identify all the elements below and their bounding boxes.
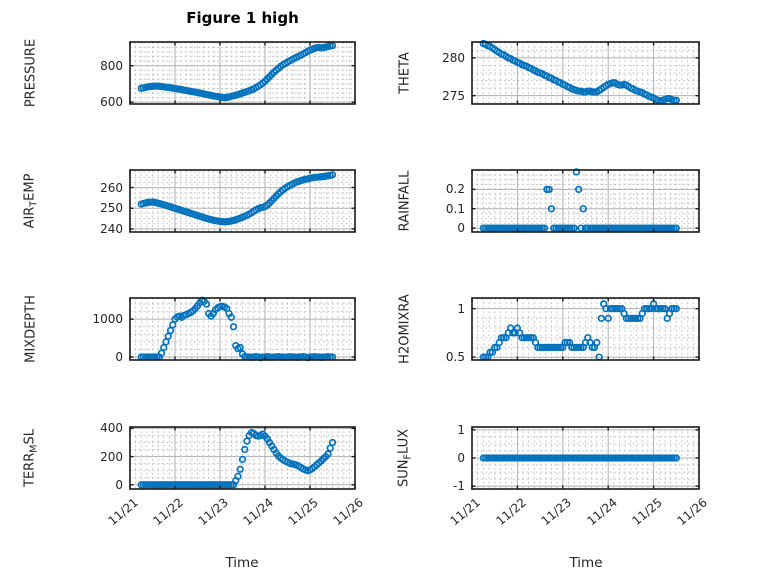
data-markers-PRESSURE <box>137 41 337 102</box>
y-tick-label: -1 <box>453 479 465 494</box>
y-tick-label: 0.5 <box>445 350 465 365</box>
y-tick-label: 0 <box>115 477 123 492</box>
y-tick-label: 200 <box>100 449 123 464</box>
y-tick-label: 1 <box>457 301 465 316</box>
major-grid <box>472 42 699 104</box>
x-axis-label-left: Time <box>225 555 259 571</box>
chart-svg-MIXDEPTH <box>129 296 356 362</box>
y-axis-label-MIXDEPTH: MIXDEPTH <box>23 295 39 363</box>
data-markers-H2OMIXRA <box>479 300 680 361</box>
chart-svg-TERR_MSL <box>129 426 356 490</box>
data-markers-THETA <box>479 39 680 105</box>
y-axis-label-THETA: THETA <box>397 52 413 94</box>
axes-frame <box>129 169 356 233</box>
subplot-theta <box>467 37 704 109</box>
y-tick-label: 1 <box>457 422 465 437</box>
chart-svg-RAINFALL <box>471 168 700 233</box>
x-tick-label: 11/24 <box>584 495 620 529</box>
x-tick-label: 11/23 <box>538 495 575 529</box>
x-tick-label: 11/21 <box>447 495 484 529</box>
x-tick-label: 11/26 <box>674 495 711 529</box>
subplot-terr-msl <box>125 422 360 494</box>
chart-svg-SUN_FLUX <box>471 426 700 490</box>
axes-frame <box>471 41 700 105</box>
y-tick-label: 600 <box>100 95 123 110</box>
axes-frame <box>129 426 356 490</box>
y-tick-label: 260 <box>100 180 123 195</box>
y-axis-label-RAINFALL: RAINFALL <box>397 170 413 232</box>
data-markers-RAINFALL <box>479 168 680 232</box>
x-tick-label: 11/22 <box>493 495 529 529</box>
y-tick-label: 0 <box>115 349 123 364</box>
y-axis-label-TERR_MSL: TERRMSL <box>22 429 40 487</box>
y-tick-label: 280 <box>442 50 465 65</box>
axes-frame <box>129 41 356 105</box>
data-markers-TERR_MSL <box>137 428 337 489</box>
minor-grid <box>129 297 356 361</box>
y-tick-label: 0 <box>457 451 465 465</box>
subplot-h2omixra <box>467 293 704 365</box>
y-tick-label: 800 <box>100 58 123 73</box>
y-tick-label: 0.2 <box>445 182 465 197</box>
chart-svg-THETA <box>471 39 700 105</box>
figure-title: Figure 1 high <box>186 9 299 27</box>
axes-frame <box>471 297 700 361</box>
subplot-rainfall <box>467 165 704 237</box>
minor-grid <box>471 169 700 233</box>
y-axis-label-AIR_TEMP: AIRTEMP <box>22 173 40 229</box>
y-tick-label: 1000 <box>92 312 123 327</box>
chart-svg-PRESSURE <box>129 41 356 105</box>
minor-grid <box>471 426 700 490</box>
y-tick-label: 250 <box>100 201 123 216</box>
y-tick-label: 240 <box>100 221 123 236</box>
y-tick-label: 275 <box>442 88 465 103</box>
axes-frame <box>471 426 700 490</box>
x-tick-label: 11/25 <box>629 495 665 529</box>
y-tick-label: 0 <box>457 221 465 236</box>
axes-frame <box>129 297 356 361</box>
subplot-mixdepth <box>125 293 360 365</box>
axes-frame <box>471 169 700 233</box>
x-tick-label: 11/21 <box>105 495 142 529</box>
data-markers-AIR_TEMP <box>137 171 337 226</box>
y-axis-label-PRESSURE: PRESSURE <box>23 38 39 108</box>
y-tick-label: 0.1 <box>445 201 465 216</box>
x-tick-label: 11/26 <box>330 495 367 529</box>
data-markers-SUN_FLUX <box>479 454 680 462</box>
x-axis-label-right: Time <box>569 555 603 571</box>
chart-svg-H2OMIXRA <box>471 297 700 361</box>
y-axis-label-H2OMIXRA: H2OMIXRA <box>397 294 413 364</box>
x-tick-label: 11/22 <box>150 495 187 529</box>
chart-svg-AIR_TEMP <box>129 169 356 233</box>
x-tick-label: 11/24 <box>240 495 277 529</box>
subplot-sun-flux <box>467 422 704 494</box>
subplot-pressure <box>125 37 360 109</box>
subplot-air-temp <box>125 165 360 237</box>
y-tick-label: 400 <box>100 421 123 436</box>
x-tick-label: 11/25 <box>285 495 322 529</box>
x-tick-label: 11/23 <box>195 495 232 529</box>
y-axis-label-SUN_FLUX: SUNFLUX <box>396 429 414 487</box>
